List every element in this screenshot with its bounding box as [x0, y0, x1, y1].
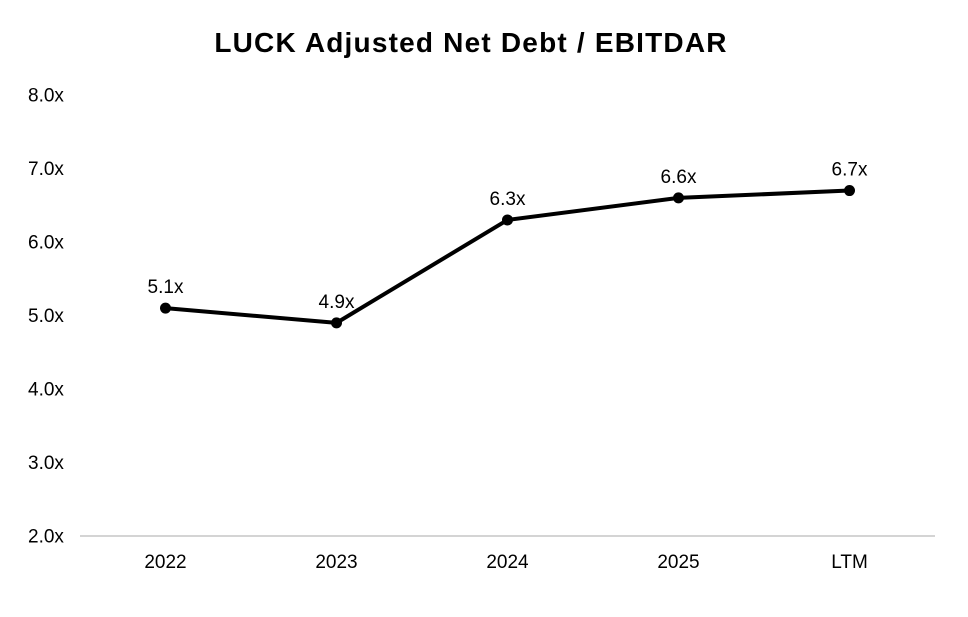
data-point — [844, 185, 855, 197]
y-axis-tick-label: 8.0x — [28, 86, 64, 107]
data-point — [673, 192, 684, 204]
data-point — [331, 317, 342, 329]
x-axis-tick-label: 2024 — [486, 552, 529, 573]
y-axis-tick-label: 7.0x — [28, 159, 64, 180]
chart-title: LUCK Adjusted Net Debt / EBITDAR — [214, 27, 728, 58]
x-axis-tick-label: 2023 — [315, 552, 357, 573]
y-axis-tick-label: 5.0x — [28, 306, 64, 327]
y-axis-tick-label: 6.0x — [28, 233, 64, 254]
data-point-label: 4.9x — [319, 292, 355, 313]
data-point — [502, 214, 513, 226]
data-point — [160, 302, 171, 314]
data-point-label: 6.3x — [490, 189, 526, 210]
x-axis-tick-label: 2022 — [144, 552, 186, 573]
x-axis-tick-label: LTM — [831, 552, 868, 573]
data-point-label: 5.1x — [148, 277, 184, 298]
data-point-label: 6.6x — [661, 167, 697, 188]
data-point-label: 6.7x — [832, 160, 868, 181]
trend-line — [163, 188, 852, 325]
x-axis-tick-label: 2025 — [657, 552, 699, 573]
y-axis-tick-label: 3.0x — [28, 453, 64, 474]
y-axis-tick-label: 4.0x — [28, 380, 64, 401]
y-axis-tick-label: 2.0x — [28, 527, 64, 548]
